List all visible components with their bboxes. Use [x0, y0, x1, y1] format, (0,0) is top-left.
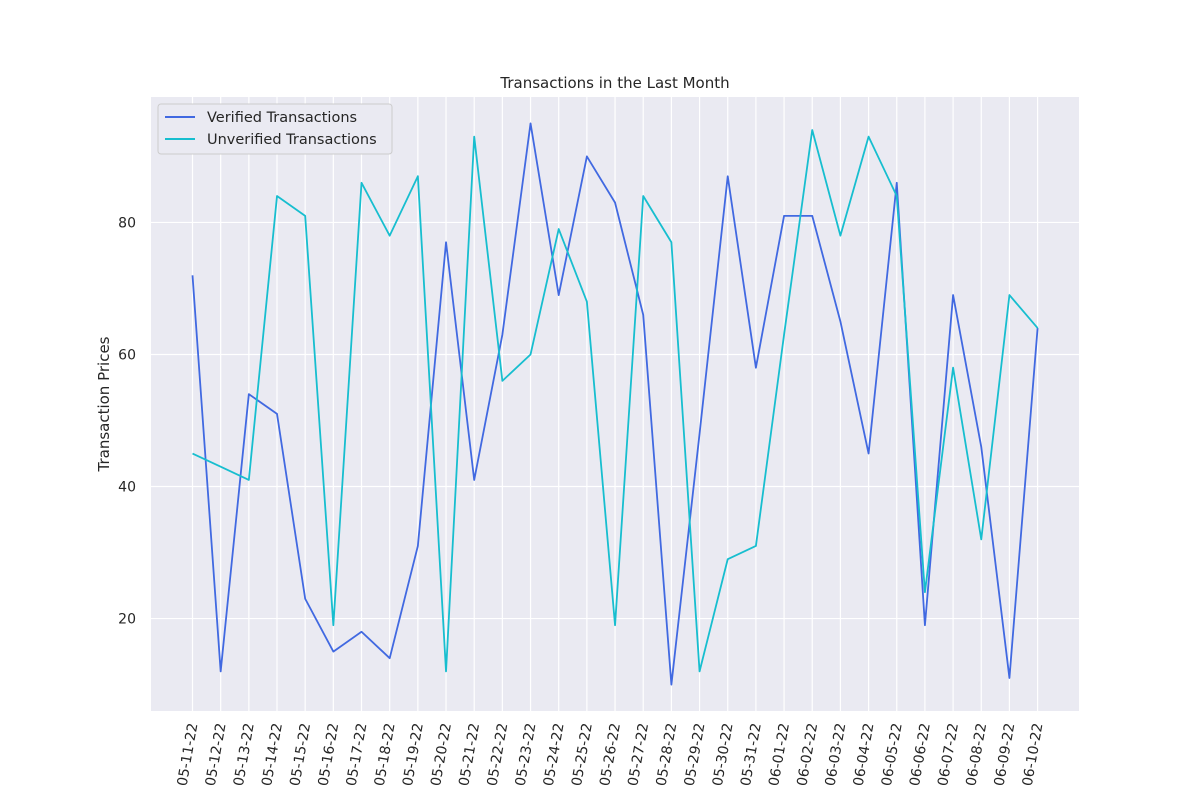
- x-tick-label: 05-14-22: [259, 722, 286, 787]
- series-line-unverified: [192, 129, 1039, 673]
- x-tick-label: 05-22-22: [485, 722, 512, 787]
- x-tick-label: 05-23-22: [513, 722, 540, 787]
- legend: Verified Transactions Unverified Transact…: [157, 103, 393, 155]
- x-tick-label: 05-11-22: [175, 722, 202, 787]
- x-tick-label: 05-29-22: [682, 722, 709, 787]
- x-tick-label: 05-28-22: [654, 722, 681, 787]
- x-tick-label: 05-30-22: [710, 722, 737, 787]
- x-tick-label: 06-04-22: [851, 722, 878, 787]
- x-tick-label: 05-20-22: [428, 722, 455, 787]
- chart-title: Transactions in the Last Month: [499, 74, 729, 92]
- legend-label: Unverified Transactions: [207, 132, 377, 148]
- x-tick-label: 05-26-22: [597, 722, 624, 787]
- x-tick-label: 05-16-22: [315, 722, 342, 787]
- x-tick-label: 05-18-22: [372, 722, 399, 787]
- series-layer: [191, 122, 1039, 686]
- legend-label: Verified Transactions: [207, 110, 357, 126]
- x-tick-label: 06-05-22: [879, 722, 906, 787]
- x-tick-label: 06-02-22: [794, 722, 821, 787]
- y-axis-label: Transaction Prices: [95, 336, 113, 472]
- x-tick-label: 06-09-22: [992, 722, 1019, 787]
- x-tick-label: 05-31-22: [738, 722, 765, 787]
- x-tick-label: 06-06-22: [907, 722, 934, 787]
- x-tick-label: 05-13-22: [231, 722, 258, 787]
- x-tick-label: 06-01-22: [766, 722, 793, 787]
- x-tick-label: 06-10-22: [1020, 722, 1047, 787]
- x-tick-label: 05-17-22: [344, 722, 371, 787]
- x-tick-labels: 05-11-22 05-12-22 05-13-22 05-14-22 05-15-22…: [175, 722, 1047, 787]
- x-tick-label: 05-27-22: [625, 722, 652, 787]
- y-tick-label: 60: [118, 347, 136, 363]
- x-tick-label: 06-08-22: [963, 722, 990, 787]
- x-tick-label: 06-03-22: [823, 722, 850, 787]
- x-tick-label: 06-07-22: [935, 722, 962, 787]
- y-tick-label: 20: [118, 612, 136, 628]
- x-tick-label: 05-21-22: [456, 722, 483, 787]
- x-tick-label: 05-24-22: [541, 722, 568, 787]
- x-tick-label: 05-25-22: [569, 722, 596, 787]
- x-tick-label: 05-12-22: [203, 722, 230, 787]
- y-tick-label: 80: [118, 215, 136, 231]
- y-tick-label: 40: [118, 480, 136, 496]
- y-tick-labels: 20 40 60 80: [118, 215, 136, 627]
- x-tick-label: 05-19-22: [400, 722, 427, 787]
- legend-box: [157, 103, 393, 155]
- grid: [151, 97, 1079, 711]
- x-tick-label: 05-15-22: [287, 722, 314, 787]
- series-line-verified: [191, 122, 1039, 686]
